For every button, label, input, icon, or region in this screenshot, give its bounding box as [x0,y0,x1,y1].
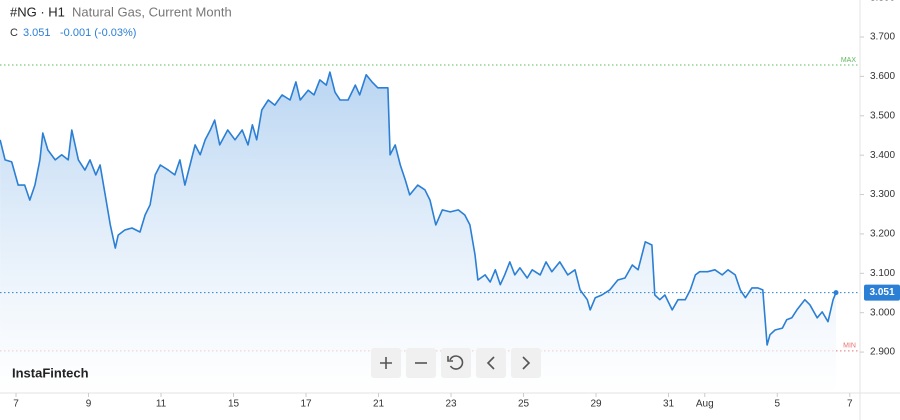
x-tick-label: 23 [445,399,457,410]
y-tick-label: 3.000 [870,307,895,318]
scroll-left-button[interactable] [476,348,506,378]
y-tick-label: 3.600 [870,71,895,82]
x-tick-label: 9 [86,399,92,410]
x-tick-label: 7 [847,399,853,410]
x-tick-label: 25 [518,399,530,410]
last-price-tag-label: 3.051 [869,287,894,298]
y-tick-label: 3.700 [870,32,895,43]
x-tick-label: 11 [156,399,167,410]
reference-label: MAX [841,57,857,64]
x-tick-label: 21 [373,399,385,410]
x-tick-label: 7 [13,399,19,410]
symbol: #NG · H1 [10,4,65,19]
x-tick-label: 15 [228,399,240,410]
y-tick-label: 2.900 [870,347,895,358]
plot-area [0,64,860,395]
reference-label: MIN [843,343,856,350]
close-label: C [10,27,18,39]
x-tick-label: 29 [590,399,602,410]
last-price: 3.051 [23,27,51,39]
y-tick-label: 3.100 [870,268,895,279]
scroll-right-button[interactable] [511,348,541,378]
brand-logo: InstaFintech [12,365,89,380]
y-tick-label: 3.500 [870,110,895,121]
y-tick-label: 3.800 [870,0,895,3]
zoom-in-button[interactable] [371,348,401,378]
x-tick-label: 31 [663,399,675,410]
zoom-out-button[interactable] [406,348,436,378]
reset-button[interactable] [441,348,471,378]
x-tick-label: Aug [696,399,714,410]
y-tick-label: 3.200 [870,229,895,240]
x-tick-label: 5 [774,399,780,410]
area-fill [0,72,837,395]
y-tick-label: 3.300 [870,189,895,200]
toolbar [371,348,541,378]
y-tick-label: 3.400 [870,150,895,161]
x-tick-label: 17 [300,399,312,410]
price-line [0,71,837,346]
price-change: -0.001 (-0.03%) [60,27,136,39]
chart-title: Natural Gas, Current Month [72,4,232,19]
last-price-tag [864,284,900,301]
